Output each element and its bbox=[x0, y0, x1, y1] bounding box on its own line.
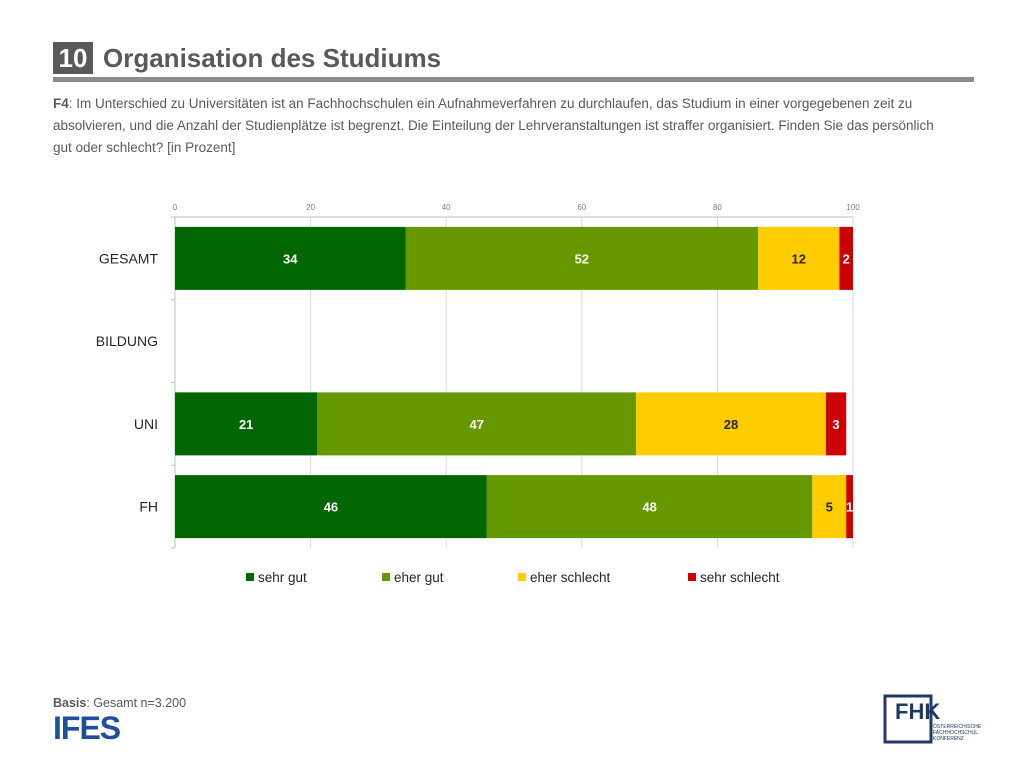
legend-swatch bbox=[518, 573, 526, 581]
x-tick-label: 40 bbox=[442, 203, 451, 212]
header-rule bbox=[53, 77, 974, 82]
x-tick-label: 60 bbox=[577, 203, 586, 212]
legend-label: eher gut bbox=[394, 570, 444, 585]
bar-segment bbox=[636, 392, 826, 456]
category-label: UNI bbox=[134, 416, 158, 432]
question-text: F4: Im Unterschied zu Universitäten ist … bbox=[53, 93, 953, 159]
legend-label: eher schlecht bbox=[530, 570, 611, 585]
data-label: 48 bbox=[642, 500, 656, 515]
ifes-logo: IFES bbox=[53, 712, 122, 742]
basis-label: Basis bbox=[53, 696, 87, 710]
svg-text:IFES: IFES bbox=[53, 712, 121, 742]
bar-segment bbox=[317, 392, 637, 456]
basis-note: Basis: Gesamt n=3.200 bbox=[53, 696, 186, 710]
bar-segment bbox=[405, 226, 759, 290]
bar-segment bbox=[175, 392, 318, 456]
category-label: GESAMT bbox=[99, 250, 159, 266]
data-label: 1 bbox=[846, 500, 853, 515]
svg-text:FACHHOCHSCHUL: FACHHOCHSCHUL bbox=[933, 730, 978, 736]
bar-segment bbox=[175, 226, 406, 290]
bar-segment bbox=[812, 475, 847, 539]
question-body: : Im Unterschied zu Universitäten ist an… bbox=[53, 96, 934, 155]
data-label: 5 bbox=[826, 500, 833, 515]
category-label: FH bbox=[139, 499, 158, 515]
bar-segment bbox=[825, 392, 847, 456]
legend-label: sehr gut bbox=[258, 570, 307, 585]
basis-text: : Gesamt n=3.200 bbox=[86, 696, 187, 710]
x-tick-label: 0 bbox=[173, 203, 178, 212]
data-label: 3 bbox=[832, 417, 839, 432]
legend-swatch bbox=[246, 573, 254, 581]
category-label: BILDUNG bbox=[96, 333, 158, 349]
data-label: 52 bbox=[575, 251, 589, 266]
section-number-badge: 10 bbox=[53, 42, 93, 74]
legend-swatch bbox=[688, 573, 696, 581]
bar-segment bbox=[758, 226, 840, 290]
question-label: F4 bbox=[53, 96, 69, 111]
x-tick-label: 20 bbox=[306, 203, 315, 212]
bar-segment bbox=[486, 475, 813, 539]
svg-text:FHK: FHK bbox=[895, 699, 940, 724]
x-tick-label: 100 bbox=[846, 203, 860, 212]
bar-segment bbox=[846, 475, 853, 539]
bar-segment bbox=[839, 226, 853, 290]
x-tick-label: 80 bbox=[713, 203, 722, 212]
data-label: 21 bbox=[239, 417, 253, 432]
svg-text:ÖSTERREICHISCHE: ÖSTERREICHISCHE bbox=[933, 723, 982, 730]
data-label: 28 bbox=[724, 417, 738, 432]
slide-title: Organisation des Studiums bbox=[103, 43, 442, 73]
data-label: 47 bbox=[469, 417, 483, 432]
legend-swatch bbox=[382, 573, 390, 581]
data-label: 12 bbox=[792, 251, 806, 266]
data-label: 46 bbox=[324, 500, 338, 515]
fhk-logo: FHK ÖSTERREICHISCHE FACHHOCHSCHUL KONFER… bbox=[883, 694, 982, 744]
data-label: 34 bbox=[283, 251, 298, 266]
legend-label: sehr schlecht bbox=[700, 570, 780, 585]
bar-segment bbox=[175, 475, 487, 539]
data-label: 2 bbox=[843, 251, 850, 266]
svg-text:KONFERENZ: KONFERENZ bbox=[933, 736, 964, 742]
slide-header: 10 Organisation des Studiums bbox=[53, 42, 974, 82]
